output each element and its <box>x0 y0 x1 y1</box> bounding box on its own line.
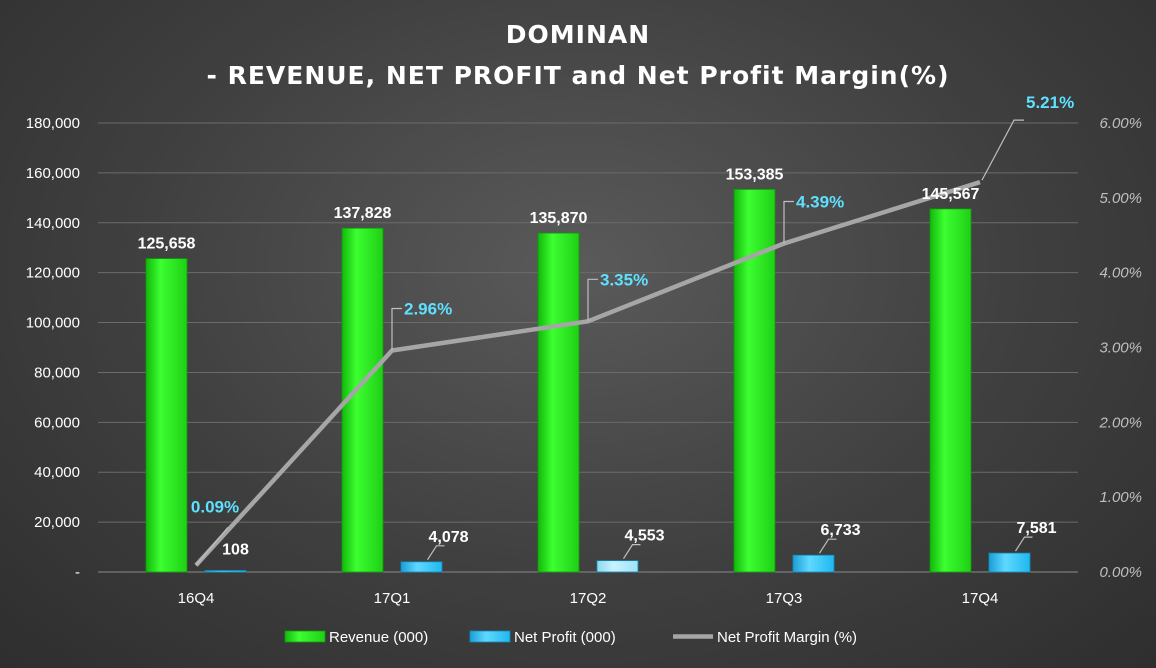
revenue-bar <box>929 208 972 573</box>
y-tick-label: 120,000 <box>26 265 80 282</box>
legend-swatch <box>284 630 326 643</box>
y-tick-label: 40,000 <box>34 464 80 481</box>
y-tick-label: 80,000 <box>34 364 80 381</box>
net-profit-data-label: 7,581 <box>1016 520 1056 537</box>
y2-tick-label: 5.00% <box>1099 190 1142 207</box>
net-profit-bar <box>400 561 443 573</box>
legend-label: Net Profit Margin (%) <box>717 629 857 646</box>
revenue-data-label: 135,870 <box>530 210 588 227</box>
y-tick-label: - <box>75 564 80 581</box>
revenue-data-label: 145,567 <box>922 186 980 203</box>
margin-leader-line <box>981 119 1024 181</box>
margin-leader-line <box>783 200 794 244</box>
margin-data-label: 5.21% <box>1026 93 1074 112</box>
y2-tick-label: 2.00% <box>1098 414 1142 431</box>
net-profit-bar <box>596 560 639 573</box>
x-tick-label: 17Q4 <box>962 590 999 607</box>
net-profit-bar <box>204 570 247 573</box>
y2-tick-label: 6.00% <box>1099 115 1142 132</box>
net-profit-leader-line <box>1014 536 1033 552</box>
legend-label: Revenue (000) <box>329 629 428 646</box>
y2-tick-label: 4.00% <box>1099 265 1142 282</box>
revenue-data-label: 125,658 <box>138 236 196 253</box>
margin-leader-line <box>195 526 229 566</box>
net-profit-bar <box>988 552 1031 573</box>
margin-data-label: 3.35% <box>600 270 648 289</box>
net-profit-leader-line <box>622 544 641 559</box>
margin-data-label: 4.39% <box>796 192 844 211</box>
y2-tick-label: 1.00% <box>1099 489 1142 506</box>
net-profit-bar <box>792 554 835 573</box>
net-profit-data-label: 108 <box>222 542 249 559</box>
y-tick-label: 160,000 <box>26 165 80 182</box>
x-tick-label: 17Q3 <box>766 590 803 607</box>
revenue-data-label: 153,385 <box>726 166 784 183</box>
y2-tick-label: 0.00% <box>1099 564 1142 581</box>
margin-leader-line <box>391 307 402 351</box>
margin-data-label: 2.96% <box>404 299 452 318</box>
y-tick-label: 140,000 <box>26 215 80 232</box>
revenue-bar <box>341 227 384 573</box>
net-profit-data-label: 6,733 <box>820 522 860 539</box>
net-profit-leader-line <box>818 538 837 554</box>
y-tick-label: 100,000 <box>26 315 80 332</box>
y-tick-label: 60,000 <box>34 414 80 431</box>
margin-leader-line <box>587 278 598 322</box>
y2-tick-label: 3.00% <box>1099 340 1142 357</box>
revenue-bar <box>145 258 188 573</box>
net-profit-leader-line <box>426 545 445 561</box>
y-tick-label: 20,000 <box>34 514 80 531</box>
revenue-bar <box>733 188 776 573</box>
x-tick-label: 17Q2 <box>570 590 607 607</box>
x-tick-label: 16Q4 <box>178 590 215 607</box>
y-tick-label: 180,000 <box>26 115 80 132</box>
revenue-bar <box>537 232 580 573</box>
legend-label: Net Profit (000) <box>514 629 616 646</box>
net-profit-data-label: 4,078 <box>428 529 468 546</box>
x-tick-label: 17Q1 <box>374 590 411 607</box>
net-profit-data-label: 4,553 <box>624 528 664 545</box>
revenue-data-label: 137,828 <box>334 205 392 222</box>
chart-subtitle: - REVENUE, NET PROFIT and Net Profit Mar… <box>206 61 949 90</box>
chart-title: DOMINAN <box>506 20 650 49</box>
legend-swatch <box>469 630 511 643</box>
margin-line <box>194 179 981 567</box>
margin-data-label: 0.09% <box>191 497 239 516</box>
